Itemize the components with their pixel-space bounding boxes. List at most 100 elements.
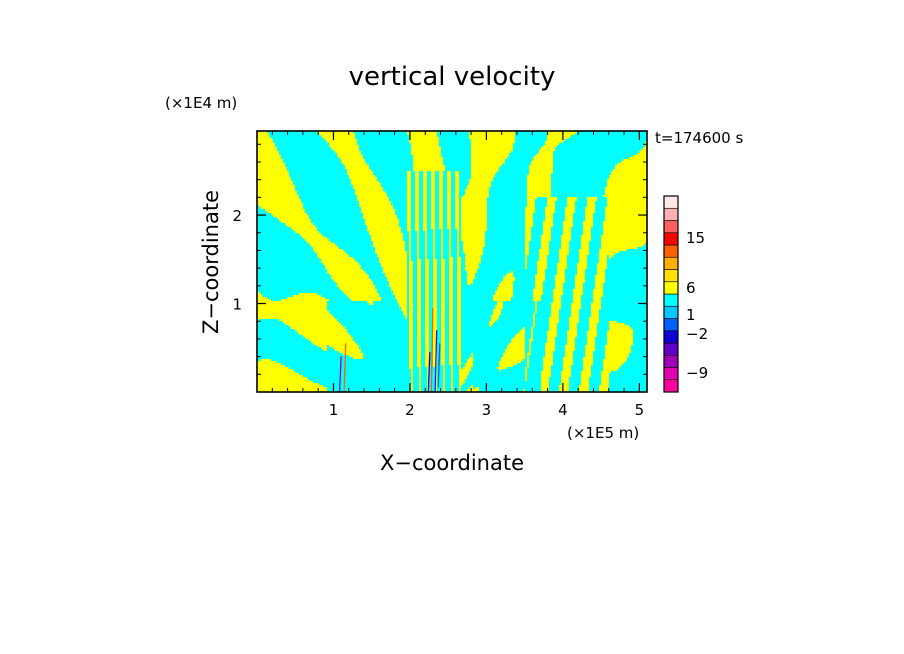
field-positive-cell bbox=[427, 381, 429, 383]
field-positive-cell bbox=[407, 133, 437, 135]
field-positive-cell bbox=[587, 337, 595, 339]
field-positive-cell bbox=[547, 337, 555, 339]
field-positive-cell bbox=[601, 241, 647, 243]
field-positive-cell bbox=[459, 373, 469, 375]
field-positive-cell bbox=[433, 309, 437, 311]
field-positive-cell bbox=[525, 211, 535, 213]
field-positive-cell bbox=[547, 341, 555, 343]
field-positive-cell bbox=[613, 169, 647, 171]
field-positive-cell bbox=[455, 207, 459, 209]
field-positive-cell bbox=[409, 235, 411, 237]
field-positive-cell bbox=[449, 267, 453, 269]
field-positive-cell bbox=[431, 221, 435, 223]
field-positive-cell bbox=[413, 163, 443, 165]
field-positive-cell bbox=[607, 335, 633, 337]
field-positive-cell bbox=[317, 253, 347, 255]
field-positive-cell bbox=[415, 181, 419, 183]
field-positive-cell bbox=[459, 377, 467, 379]
field-positive-cell bbox=[409, 251, 411, 253]
field-positive-cell bbox=[333, 149, 359, 151]
field-positive-cell bbox=[581, 381, 589, 383]
field-positive-cell bbox=[409, 335, 413, 337]
colorbar-segment bbox=[663, 367, 679, 381]
field-positive-cell bbox=[407, 209, 411, 211]
field-positive-cell bbox=[537, 263, 547, 265]
field-positive-cell bbox=[351, 179, 377, 181]
field-positive-cell bbox=[449, 243, 451, 245]
field-positive-cell bbox=[427, 379, 429, 381]
field-positive-cell bbox=[385, 275, 407, 277]
field-positive-cell bbox=[457, 341, 461, 343]
field-positive-cell bbox=[549, 329, 557, 331]
field-positive-cell bbox=[417, 299, 421, 301]
field-positive-cell bbox=[527, 189, 551, 191]
field-positive-cell bbox=[411, 377, 413, 379]
field-positive-cell bbox=[565, 351, 573, 353]
field-positive-cell bbox=[439, 223, 443, 225]
chart-title: vertical velocity bbox=[349, 62, 556, 92]
field-positive-cell bbox=[491, 315, 499, 317]
field-positive-cell bbox=[565, 217, 573, 219]
plume-streak bbox=[338, 356, 342, 392]
field-positive-cell bbox=[257, 169, 287, 171]
field-positive-cell bbox=[463, 249, 483, 251]
field-positive-cell bbox=[417, 303, 421, 305]
field-positive-cell bbox=[533, 321, 535, 323]
field-positive-cell bbox=[433, 329, 437, 331]
field-positive-cell bbox=[359, 205, 393, 207]
field-positive-cell bbox=[433, 251, 435, 253]
field-positive-cell bbox=[431, 201, 435, 203]
field-positive-cell bbox=[413, 155, 441, 157]
field-positive-cell bbox=[415, 213, 419, 215]
field-positive-cell bbox=[549, 325, 557, 327]
field-positive-cell bbox=[525, 239, 531, 241]
field-positive-cell bbox=[545, 211, 555, 213]
plume-streak bbox=[343, 343, 347, 392]
field-positive-cell bbox=[387, 277, 407, 279]
field-positive-cell bbox=[583, 227, 591, 229]
field-positive-cell bbox=[257, 195, 299, 197]
field-positive-cell bbox=[457, 315, 461, 317]
colorbar-label: 6 bbox=[686, 279, 696, 297]
field-positive-cell bbox=[441, 341, 445, 343]
field-positive-cell bbox=[449, 241, 451, 243]
field-positive-cell bbox=[553, 299, 561, 301]
field-positive-cell bbox=[257, 297, 267, 299]
field-positive-cell bbox=[563, 361, 573, 363]
field-positive-cell bbox=[525, 247, 529, 249]
field-positive-cell bbox=[433, 361, 437, 363]
field-positive-cell bbox=[501, 359, 523, 361]
field-positive-cell bbox=[457, 335, 461, 337]
field-positive-cell bbox=[417, 291, 421, 293]
field-positive-cell bbox=[425, 319, 429, 321]
field-positive-cell bbox=[443, 381, 445, 383]
field-positive-cell bbox=[579, 255, 587, 257]
field-positive-cell bbox=[525, 245, 529, 247]
field-positive-cell bbox=[595, 279, 605, 281]
field-positive-cell bbox=[385, 273, 407, 275]
field-positive-cell bbox=[529, 351, 531, 353]
field-positive-cell bbox=[543, 361, 553, 363]
field-positive-cell bbox=[449, 245, 451, 247]
field-positive-cell bbox=[425, 301, 429, 303]
field-positive-cell bbox=[581, 383, 589, 385]
field-positive-cell bbox=[471, 143, 513, 145]
field-positive-cell bbox=[547, 135, 571, 137]
field-positive-cell bbox=[575, 275, 585, 277]
field-positive-cell bbox=[569, 317, 579, 319]
field-positive-cell bbox=[417, 345, 421, 347]
field-positive-cell bbox=[409, 321, 413, 323]
field-positive-cell bbox=[571, 315, 579, 317]
field-positive-cell bbox=[563, 233, 571, 235]
field-positive-cell bbox=[519, 331, 525, 333]
field-positive-cell bbox=[549, 317, 559, 319]
field-positive-cell bbox=[417, 361, 421, 363]
field-positive-cell bbox=[561, 247, 569, 249]
field-positive-cell bbox=[603, 363, 623, 365]
field-positive-cell bbox=[583, 229, 591, 231]
field-positive-cell bbox=[459, 367, 461, 369]
field-positive-cell bbox=[541, 241, 549, 243]
field-positive-cell bbox=[381, 263, 407, 265]
field-positive-cell bbox=[471, 161, 505, 163]
field-positive-cell bbox=[467, 277, 475, 279]
